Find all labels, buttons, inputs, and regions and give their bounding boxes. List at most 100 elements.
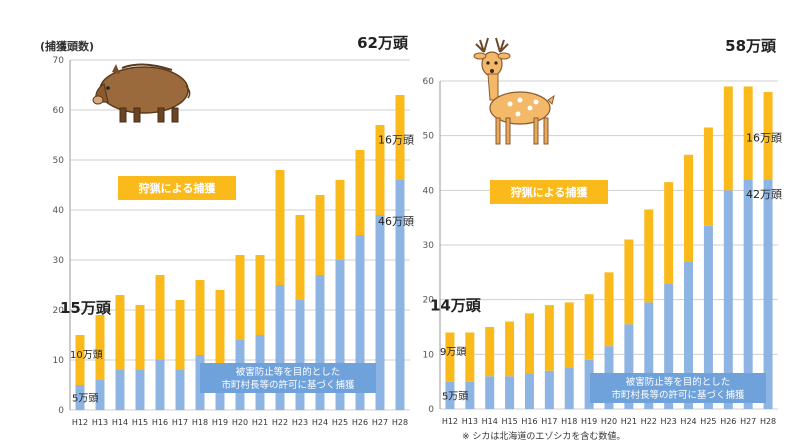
- legend-damage-box: [590, 373, 766, 403]
- legend-damage-box: [200, 363, 376, 393]
- x-tick-label: H15: [132, 418, 148, 427]
- chart-boar: 0 10 20 30 40 50 60 70 H12 H13 H14 H15 H16 H17 H18 H19 H…: [53, 34, 414, 427]
- bar-damage-H22: [644, 302, 654, 409]
- bar-hunting-H15: [505, 321, 515, 377]
- bar-hunting-H24: [315, 195, 325, 275]
- bar-damage-H27: [743, 179, 753, 409]
- x-tick-label: H28: [392, 418, 408, 427]
- x-tick-label: H26: [720, 417, 736, 426]
- chart-deer: 0 10 20 30 40 50 60 H12 H13 H14 H15 H16 H17 H18 H19 H20…: [423, 37, 783, 426]
- x-tick-label: H25: [700, 417, 716, 426]
- bar-damage-H21: [624, 324, 634, 409]
- x-tick-label: H18: [192, 418, 208, 427]
- y-axis-unit-label: (捕獲頭数): [40, 40, 95, 53]
- bar-hunting-H12: [75, 335, 85, 385]
- x-tick-label: H27: [372, 418, 388, 427]
- bar-hunting-H20: [235, 255, 245, 340]
- x-tick-label: H20: [232, 418, 248, 427]
- x-tick-label: H21: [252, 418, 268, 427]
- bar-hunting-H21: [624, 239, 634, 325]
- bar-damage-H12: [445, 381, 455, 409]
- bar-hunting-H14: [115, 295, 125, 370]
- bar-hunting-H16: [524, 313, 534, 374]
- bar-hunting-H17: [544, 305, 554, 371]
- bar-damage-H24: [684, 261, 694, 409]
- annotation-hunting-end: 16万頭: [746, 132, 782, 145]
- bar-hunting-H18: [195, 280, 205, 355]
- bar-damage-H24: [315, 275, 325, 410]
- bar-damage-H12: [75, 385, 85, 410]
- y-tick-label: 40: [53, 206, 65, 216]
- bar-hunting-H13: [465, 332, 475, 382]
- annotation-damage-end: 46万頭: [378, 215, 414, 228]
- bar-damage-H15: [505, 376, 515, 409]
- deer-icon: [473, 37, 555, 145]
- bar-hunting-H19: [215, 290, 225, 365]
- bar-damage-H25: [335, 260, 345, 410]
- annotation-total-end: 62万頭: [357, 34, 409, 52]
- x-tick-label: H23: [661, 417, 677, 426]
- x-tick-label: H19: [581, 417, 597, 426]
- boar-icon: [92, 63, 191, 123]
- x-tick-label: H22: [641, 417, 657, 426]
- bar-damage-H26: [723, 190, 733, 409]
- bar-damage-H22: [275, 285, 285, 410]
- x-tick-label: H12: [442, 417, 458, 426]
- bar-damage-H23: [664, 283, 674, 409]
- bar-hunting-H12: [445, 332, 455, 382]
- bar-hunting-H18: [564, 302, 574, 368]
- bar-hunting-H19: [584, 294, 594, 360]
- x-tick-label: H28: [760, 417, 776, 426]
- bar-hunting-H17: [175, 300, 185, 370]
- x-tick-label: H19: [212, 418, 228, 427]
- bar-damage-H16: [524, 373, 534, 409]
- bar-hunting-H25: [703, 127, 713, 226]
- annotation-total-start: 15万頭: [60, 299, 112, 317]
- bar-damage-H17: [544, 370, 554, 409]
- legend-damage-label-2: 市町村長等の許可に基づく捕獲: [221, 379, 355, 391]
- y-tick-label: 20: [53, 306, 65, 316]
- annotation-total-start: 14万頭: [430, 296, 482, 314]
- y-tick-label: 40: [423, 186, 435, 196]
- bar-damage-H14: [485, 376, 495, 409]
- y-tick-label: 10: [423, 350, 435, 360]
- y-tick-label: 50: [423, 132, 435, 142]
- x-tick-label: H14: [112, 418, 128, 427]
- bar-hunting-H22: [644, 209, 654, 303]
- bar-damage-H28: [395, 180, 405, 410]
- y-tick-label: 0: [428, 405, 434, 415]
- legend-damage-label-2: 市町村長等の許可に基づく捕獲: [611, 389, 745, 401]
- bar-damage-H23: [295, 300, 305, 410]
- y-tick-label: 60: [53, 106, 65, 116]
- x-tick-label: H17: [172, 418, 188, 427]
- bar-hunting-H22: [275, 170, 285, 285]
- bar-hunting-H26: [355, 150, 365, 235]
- x-tick-label: H13: [92, 418, 108, 427]
- annotation-damage-start: 5万頭: [72, 393, 98, 405]
- footnote: ※ シカは北海道のエゾシカを含む数値。: [462, 432, 626, 442]
- bar-hunting-H25: [335, 180, 345, 260]
- bar-damage-H19: [584, 359, 594, 409]
- legend-damage-label-1: 被害防止等を目的とした: [626, 376, 731, 388]
- bar-hunting-H23: [664, 182, 674, 284]
- x-tick-label: H13: [462, 417, 478, 426]
- annotation-total-end: 58万頭: [725, 37, 777, 55]
- x-tick-label: H18: [561, 417, 577, 426]
- bar-hunting-H24: [684, 154, 694, 262]
- bar-hunting-H20: [604, 272, 614, 347]
- legend-damage-label-1: 被害防止等を目的とした: [236, 366, 341, 378]
- y-tick-label: 30: [423, 241, 435, 251]
- x-tick-label: H21: [621, 417, 637, 426]
- bar-damage-H14: [115, 370, 125, 410]
- annotation-hunting-end: 16万頭: [378, 134, 414, 147]
- annotation-hunting-start: 9万頭: [440, 346, 466, 358]
- bar-hunting-H21: [255, 255, 265, 335]
- y-tick-label: 60: [423, 77, 435, 87]
- annotation-damage-start: 5万頭: [442, 390, 468, 402]
- legend-hunting-label: 狩猟による捕獲: [510, 185, 589, 199]
- annotation-damage-end: 42万頭: [746, 188, 782, 201]
- x-tick-label: H12: [72, 418, 88, 427]
- y-tick-label: 0: [58, 406, 64, 416]
- x-tick-label: H15: [501, 417, 517, 426]
- bar-hunting-H27: [375, 125, 385, 215]
